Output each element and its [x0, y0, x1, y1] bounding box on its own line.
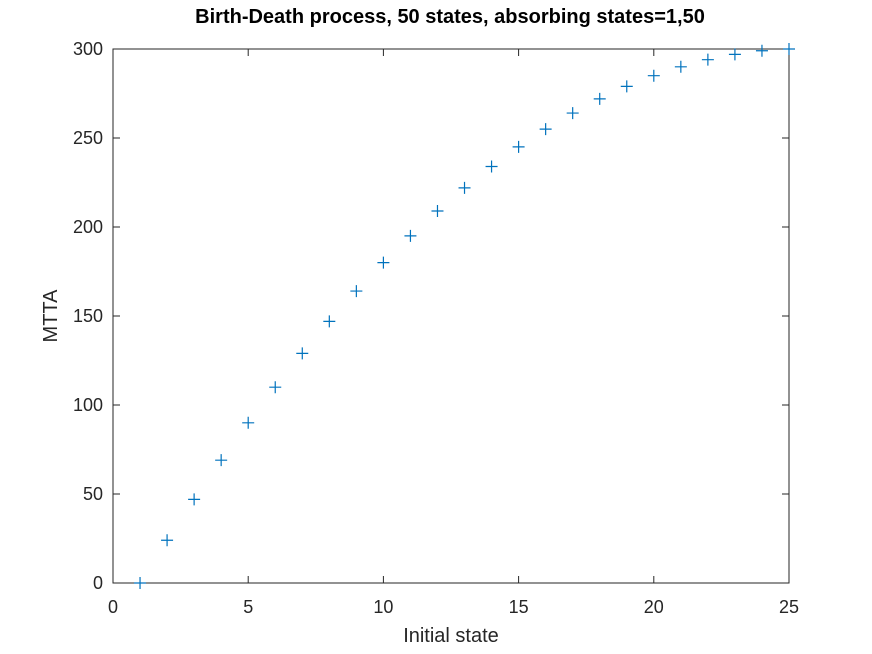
y-axis: 0 50 100 150 200 250 300	[73, 39, 789, 593]
data-point-marker	[269, 381, 282, 394]
data-point-marker	[701, 53, 714, 66]
x-tick-label: 5	[243, 597, 253, 617]
y-tick-label: 150	[73, 306, 103, 326]
data-point-marker	[215, 454, 228, 467]
plot-frame	[112, 48, 790, 584]
data-markers	[134, 43, 795, 589]
x-axis-label: Initial state	[403, 625, 499, 647]
data-point-marker	[512, 140, 525, 153]
data-point-marker	[458, 181, 471, 194]
chart-title: Birth-Death process, 50 states, absorbin…	[195, 6, 705, 28]
x-axis: 0 5 10 15 20 25	[108, 49, 799, 617]
data-point-marker	[188, 493, 201, 506]
data-point-marker	[620, 80, 633, 93]
data-point-marker	[431, 204, 444, 217]
data-point-marker	[404, 229, 417, 242]
x-tick-label: 15	[509, 597, 529, 617]
data-point-marker	[323, 315, 336, 328]
data-point-marker	[485, 160, 498, 173]
x-tick-label: 20	[644, 597, 664, 617]
y-tick-label: 200	[73, 217, 103, 237]
data-point-marker	[728, 48, 741, 61]
data-point-marker	[539, 123, 552, 136]
data-point-marker	[755, 44, 768, 57]
y-tick-label: 250	[73, 128, 103, 148]
data-point-marker	[161, 534, 174, 547]
data-point-marker	[647, 69, 660, 82]
x-tick-label: 25	[779, 597, 799, 617]
data-point-marker	[377, 256, 390, 269]
y-axis-label: MTTA	[40, 289, 62, 343]
data-point-marker	[134, 577, 147, 589]
x-tick-label: 0	[108, 597, 118, 617]
data-point-marker	[593, 92, 606, 105]
data-point-marker	[242, 416, 255, 429]
y-tick-label: 50	[83, 484, 103, 504]
data-point-marker	[296, 347, 309, 360]
y-tick-label: 100	[73, 395, 103, 415]
data-point-marker	[566, 107, 579, 120]
y-tick-label: 300	[73, 39, 103, 59]
y-tick-label: 0	[93, 573, 103, 593]
x-tick-label: 10	[373, 597, 393, 617]
data-point-marker	[783, 43, 795, 55]
data-point-marker	[350, 285, 363, 298]
data-point-marker	[674, 60, 687, 73]
